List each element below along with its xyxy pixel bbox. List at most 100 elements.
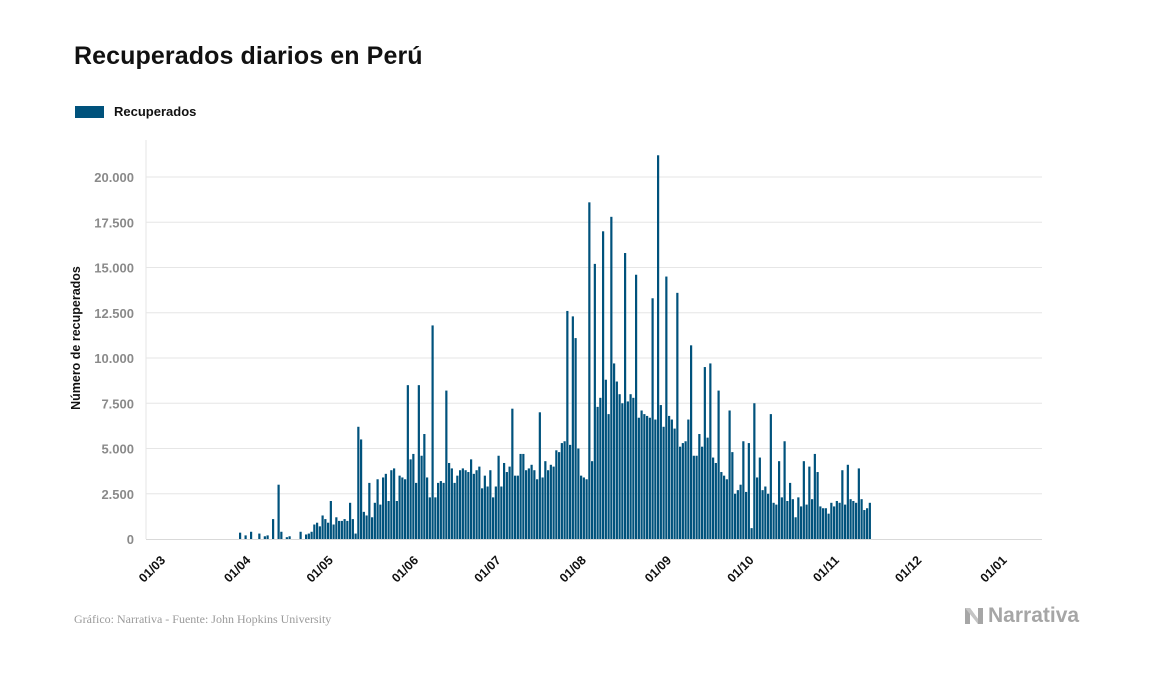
bar [673,428,676,539]
bar [437,482,440,539]
bar [393,468,396,539]
bar [778,461,781,539]
bar [791,499,794,539]
bar [824,508,827,539]
bar [536,479,539,539]
bar [321,515,324,539]
bar [712,457,715,539]
bar [544,461,547,539]
bar [860,499,863,539]
bar [706,437,709,539]
bar [549,464,552,539]
bar [835,500,838,539]
bar [500,486,503,539]
bar [472,473,475,539]
bar [739,484,742,539]
y-tick-label: 15.000 [94,261,134,276]
bar [753,403,756,539]
bar [725,479,728,539]
bar [720,472,723,539]
bar [665,276,668,539]
bar [591,461,594,539]
bar [327,522,330,539]
bar [519,453,522,539]
bar [624,253,627,539]
bar [585,479,588,539]
bar [346,520,349,539]
bar [852,500,855,539]
bar [431,325,434,539]
bar [503,462,506,539]
bar [574,338,577,539]
bar [450,468,453,539]
bar [387,500,390,539]
bar [582,477,585,539]
x-tick-label: 01/07 [472,553,504,585]
bar [349,502,352,539]
x-tick-label: 01/01 [978,553,1010,585]
bar [305,534,308,540]
bar [841,470,844,539]
bar [794,517,797,539]
bar [497,455,500,539]
bar [560,443,563,539]
y-tick-label: 0 [127,532,134,547]
chart-title: Recuperados diarios en Perú [74,42,423,70]
bar [456,475,459,539]
x-tick-label: 01/06 [389,553,421,585]
bar [736,490,739,539]
bar [816,472,819,539]
bar [745,491,748,539]
bar [409,459,412,539]
bar [239,532,242,539]
bar [541,477,544,539]
bar [822,508,825,539]
bar [648,417,651,539]
legend-label: Recuperados [114,104,197,119]
narrativa-n-logo-icon [965,608,983,624]
bar [280,531,283,539]
legend-swatch [75,105,104,118]
bar [629,394,632,539]
legend: Recuperados [75,104,196,119]
bar [481,488,484,539]
bar [643,414,646,539]
bar [767,493,770,539]
bar [849,499,852,539]
bar [453,482,456,539]
bar [742,441,745,539]
bar [459,470,462,539]
bar [420,455,423,539]
bar [596,406,599,539]
bar [552,466,555,539]
bar [857,468,860,539]
bar [651,298,654,539]
x-tick-label: 01/03 [136,553,168,585]
bar [514,475,517,539]
bar [813,453,816,539]
bar [417,385,420,539]
bar [615,381,618,539]
bar [632,397,635,539]
bar [610,216,613,539]
bar [384,473,387,539]
bar [538,412,541,539]
bar [662,426,665,539]
logo-text: Narrativa [988,604,1080,627]
bar [478,466,481,539]
bar [406,385,409,539]
bar [657,155,660,539]
bar [434,497,437,539]
bar [442,482,445,539]
bar [376,479,379,539]
x-tick-label: 01/09 [642,553,674,585]
bar [761,490,764,539]
bar [811,499,814,539]
bar [775,504,778,539]
bar [439,481,442,539]
bar [805,504,808,539]
bar [676,292,679,539]
bar [670,419,673,539]
bar [640,410,643,539]
bar [769,414,772,539]
